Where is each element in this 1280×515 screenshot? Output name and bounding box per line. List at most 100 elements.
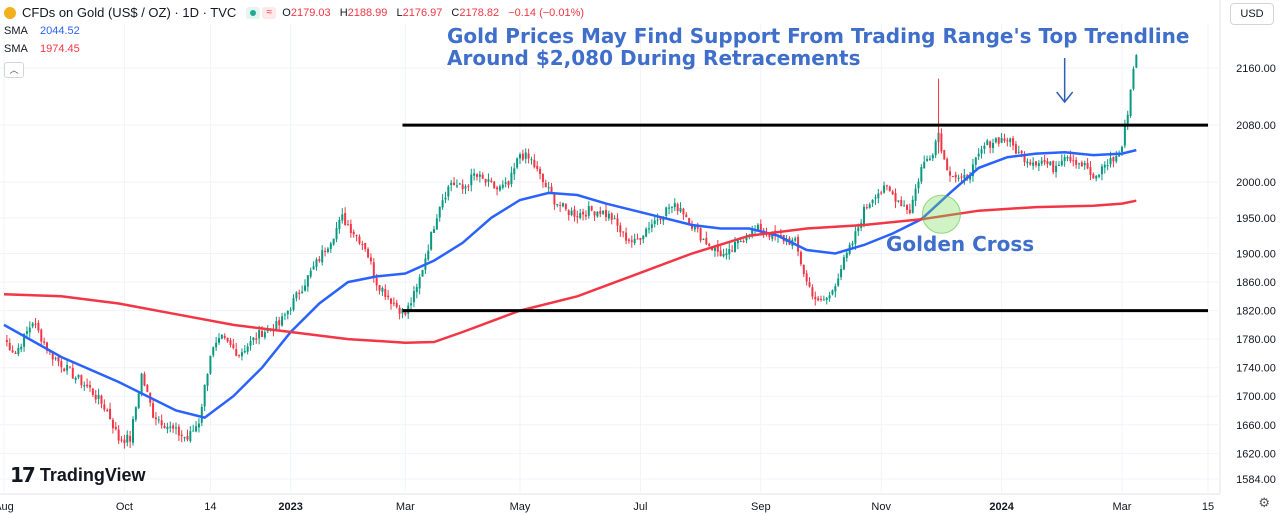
candle-body bbox=[332, 238, 335, 245]
x-tick-label: 15 bbox=[1202, 501, 1214, 513]
candle-body bbox=[934, 141, 937, 156]
candle-body bbox=[731, 250, 734, 252]
candle-body bbox=[943, 150, 946, 160]
candle-body bbox=[1057, 164, 1060, 166]
candle-body bbox=[186, 435, 189, 440]
candle-body bbox=[1075, 160, 1078, 165]
candle-body bbox=[283, 314, 286, 316]
settings-gear-icon[interactable]: ⚙ bbox=[1258, 495, 1270, 510]
candle-body bbox=[1078, 163, 1080, 165]
candle-body bbox=[412, 291, 415, 303]
candle-body bbox=[177, 426, 180, 436]
candle-body bbox=[553, 193, 556, 205]
candle-body bbox=[240, 352, 243, 357]
candle-body bbox=[71, 368, 74, 379]
candle-body bbox=[220, 334, 223, 339]
price-change: −0.14 (−0.01%) bbox=[508, 7, 585, 19]
candle-body bbox=[229, 340, 232, 345]
candle-body bbox=[329, 243, 332, 249]
candle-body bbox=[1020, 150, 1023, 154]
candle-body bbox=[203, 384, 206, 407]
candle-body bbox=[908, 209, 911, 214]
candle-body bbox=[1098, 174, 1101, 177]
candle-body bbox=[347, 224, 349, 226]
candle-body bbox=[802, 264, 805, 274]
candle-body bbox=[957, 177, 960, 179]
y-tick-label: 1584.00 bbox=[1236, 474, 1276, 486]
candle-body bbox=[1060, 160, 1063, 166]
candle-body bbox=[610, 213, 613, 220]
candle-body bbox=[530, 159, 533, 161]
candle-body bbox=[636, 238, 639, 240]
candle-body bbox=[539, 168, 542, 174]
candle-body bbox=[83, 385, 86, 387]
candle-body bbox=[209, 355, 212, 374]
candle-body bbox=[1092, 174, 1095, 179]
candle-body bbox=[235, 349, 238, 356]
candle-body bbox=[573, 209, 576, 217]
candle-body bbox=[109, 408, 112, 420]
currency-button[interactable]: USD bbox=[1230, 3, 1274, 25]
candle-body bbox=[903, 205, 906, 207]
candle-body bbox=[613, 218, 616, 220]
candle-body bbox=[157, 419, 160, 421]
x-tick-label: 2023 bbox=[278, 501, 302, 513]
candle-body bbox=[1135, 55, 1138, 68]
x-tick-label: Jul bbox=[633, 501, 647, 513]
candle-body bbox=[622, 231, 625, 233]
chevron-up-icon: ︿ bbox=[9, 65, 19, 75]
candle-body bbox=[676, 204, 679, 212]
y-tick-label: 1900.00 bbox=[1236, 249, 1276, 261]
candle-body bbox=[739, 241, 742, 243]
sma-row-50[interactable]: SMA 2044.52 bbox=[4, 25, 80, 37]
candle-body bbox=[1017, 151, 1020, 153]
candle-body bbox=[536, 165, 539, 169]
candle-body bbox=[358, 236, 361, 244]
candle-body bbox=[318, 259, 321, 261]
ohlc-values: O2179.03 H2188.99 L2176.97 C2178.82 −0.1… bbox=[282, 7, 585, 19]
data-problem-icon[interactable]: ≈ bbox=[262, 7, 277, 19]
sma-row-200[interactable]: SMA 1974.45 bbox=[4, 43, 80, 55]
golden-cross-label: Golden Cross bbox=[886, 232, 1034, 256]
candle-body bbox=[593, 211, 596, 216]
candle-body bbox=[160, 420, 163, 426]
candle-body bbox=[212, 347, 215, 356]
collapse-legend-button[interactable]: ︿ bbox=[4, 62, 24, 78]
candle-body bbox=[392, 302, 395, 304]
candle-body bbox=[719, 250, 722, 257]
candle-body bbox=[175, 427, 177, 429]
candle-body bbox=[1003, 138, 1006, 141]
candle-body bbox=[355, 235, 358, 237]
candle-body bbox=[390, 298, 392, 304]
candle-body bbox=[679, 208, 682, 212]
candle-body bbox=[682, 208, 685, 215]
candle-body bbox=[868, 204, 871, 208]
candle-body bbox=[487, 179, 490, 182]
candle-body bbox=[516, 158, 519, 168]
candle-body bbox=[111, 419, 114, 429]
candle-body bbox=[461, 184, 464, 190]
candle-body bbox=[252, 337, 255, 341]
candle-body bbox=[375, 277, 378, 286]
candle-body bbox=[478, 174, 481, 177]
candle-body bbox=[1026, 161, 1029, 164]
tradingview-mark-icon: 17 bbox=[10, 463, 36, 487]
candle-body bbox=[467, 185, 470, 187]
candle-body bbox=[1014, 144, 1017, 154]
candle-body bbox=[564, 204, 567, 210]
candle-body bbox=[696, 226, 699, 229]
candle-body bbox=[387, 295, 390, 298]
candle-body bbox=[292, 298, 295, 310]
candle-body bbox=[367, 248, 370, 258]
candle-body bbox=[20, 346, 23, 350]
x-tick-label: Oct bbox=[116, 501, 133, 513]
market-status-icon[interactable] bbox=[246, 7, 261, 19]
symbol-title[interactable]: CFDs on Gold (US$ / OZ) · 1D · TVC bbox=[22, 5, 237, 20]
candle-body bbox=[596, 211, 599, 217]
candle-body bbox=[298, 292, 301, 294]
candle-body bbox=[427, 250, 430, 260]
candle-body bbox=[974, 157, 977, 165]
candle-body bbox=[885, 185, 888, 187]
candle-body bbox=[335, 228, 338, 240]
